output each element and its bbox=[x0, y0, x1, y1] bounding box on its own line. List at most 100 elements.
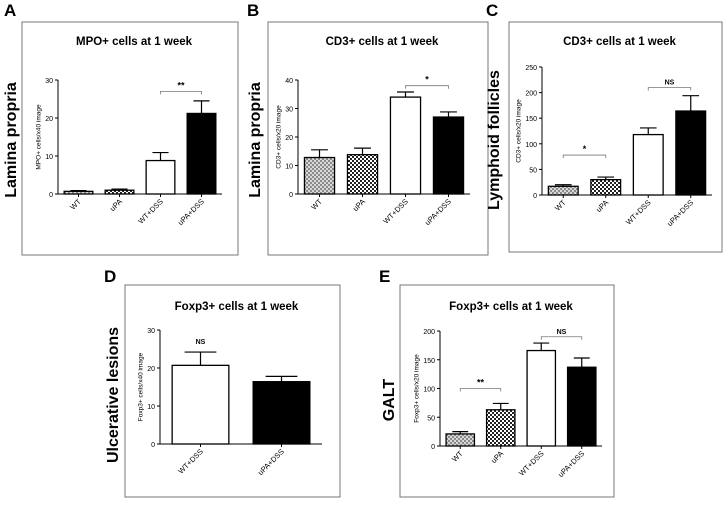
significance-bracket bbox=[160, 91, 202, 95]
significance-bracket bbox=[540, 336, 583, 340]
y-tick-label: 200 bbox=[525, 91, 537, 98]
significance-label: * bbox=[425, 75, 429, 85]
side-label: GALT bbox=[381, 379, 398, 422]
x-tick-label: WT+DSS bbox=[176, 447, 205, 476]
x-tick-label: uPA bbox=[489, 449, 505, 465]
y-tick-label: 10 bbox=[285, 164, 293, 171]
x-tick-label: WT+DSS bbox=[517, 449, 546, 478]
panel-c: C Lymphoid follicles CD3+ cells at 1 week C… bbox=[486, 1, 723, 253]
y-tick-label: 150 bbox=[423, 358, 435, 365]
bar-wt-dss bbox=[526, 349, 557, 447]
bar-wt-dss bbox=[171, 364, 230, 445]
y-tick-label: 20 bbox=[285, 135, 293, 142]
y-tick-label: 40 bbox=[285, 78, 293, 85]
y-tick-label: 50 bbox=[529, 167, 537, 174]
significance-label: NS bbox=[665, 79, 675, 86]
y-axis-label: Foxp3+ cells/x40 image bbox=[138, 352, 145, 421]
x-tick-label: uPA bbox=[351, 197, 367, 213]
y-tick-label: 200 bbox=[423, 329, 435, 336]
y-tick-label: 30 bbox=[147, 328, 155, 335]
bar-wt bbox=[63, 190, 94, 195]
y-tick-label: 0 bbox=[289, 192, 293, 199]
y-tick-label: 250 bbox=[525, 65, 537, 72]
x-tick-label: uPA+DSS bbox=[556, 449, 586, 479]
y-axis-label: CD3+ cells/x20 image bbox=[276, 105, 283, 169]
x-tick-label: WT bbox=[553, 198, 568, 213]
panel-label: D bbox=[104, 267, 116, 286]
panel-frame bbox=[508, 21, 723, 253]
panel-e: E GALT Foxp3+ cells at 1 week Foxp3+ cells/… bbox=[379, 267, 615, 498]
y-axis-label: Foxp3+ cells/x20 image bbox=[413, 354, 420, 423]
bar-upa-dss bbox=[566, 366, 597, 447]
bar-wt-dss bbox=[632, 133, 664, 196]
chart-title: MPO+ cells at 1 week bbox=[76, 36, 193, 48]
x-tick-label: uPA+DSS bbox=[256, 447, 286, 477]
y-tick-label: 10 bbox=[45, 154, 53, 161]
x-tick-label: WT bbox=[68, 197, 83, 212]
x-tick-label: uPA+DSS bbox=[665, 198, 695, 228]
bar-upa bbox=[346, 154, 379, 195]
chart-title: Foxp3+ cells at 1 week bbox=[175, 301, 299, 313]
significance-label: * bbox=[583, 144, 587, 154]
y-tick-label: 0 bbox=[49, 192, 53, 199]
panel-a: A Lamina propria MPO+ cells at 1 week MPO+ … bbox=[3, 1, 239, 256]
bar-wt bbox=[547, 185, 579, 196]
bar-upa-dss bbox=[252, 381, 311, 445]
bar-wt-dss bbox=[145, 159, 176, 195]
bar-upa-dss bbox=[675, 110, 707, 196]
y-tick-label: 0 bbox=[151, 442, 155, 449]
y-tick-label: 10 bbox=[147, 404, 155, 411]
chart-title: CD3+ cells at 1 week bbox=[563, 36, 676, 48]
y-axis-label: MPO+ cells/x40 image bbox=[36, 104, 43, 170]
significance-bracket bbox=[562, 154, 607, 159]
bar-upa bbox=[485, 409, 516, 447]
y-tick-label: 0 bbox=[533, 193, 537, 200]
significance-bracket bbox=[459, 388, 502, 392]
x-tick-label: uPA bbox=[108, 197, 124, 213]
panel-d: D Ulcerative lesions Foxp3+ cells at 1 wee… bbox=[104, 267, 341, 498]
panel-label: E bbox=[379, 267, 390, 286]
significance-label: ** bbox=[177, 80, 185, 90]
significance-label: NS bbox=[196, 339, 206, 346]
side-label: Lamina propria bbox=[247, 82, 264, 198]
x-tick-label: uPA+DSS bbox=[423, 197, 453, 227]
x-tick-label: WT+DSS bbox=[136, 197, 165, 226]
side-label: Ulcerative lesions bbox=[105, 327, 122, 463]
chart-title: CD3+ cells at 1 week bbox=[326, 36, 439, 48]
y-tick-label: 50 bbox=[427, 415, 435, 422]
panel-frame bbox=[267, 21, 489, 256]
bar-upa bbox=[590, 178, 622, 196]
y-tick-label: 0 bbox=[431, 444, 435, 451]
bar-wt bbox=[445, 433, 476, 447]
y-tick-label: 30 bbox=[45, 78, 53, 85]
panel-label: A bbox=[4, 1, 16, 20]
panel-frame bbox=[21, 21, 239, 256]
y-tick-label: 20 bbox=[147, 366, 155, 373]
x-tick-label: uPA+DSS bbox=[176, 197, 206, 227]
x-tick-label: WT+DSS bbox=[381, 197, 410, 226]
significance-bracket bbox=[405, 85, 449, 89]
x-tick-label: WT bbox=[309, 197, 324, 212]
y-tick-label: 100 bbox=[423, 387, 435, 394]
y-tick-label: 100 bbox=[525, 142, 537, 149]
x-tick-label: WT+DSS bbox=[624, 198, 653, 227]
side-label: Lamina propria bbox=[3, 82, 20, 198]
y-axis-label: CD3+ cells/x20 image bbox=[515, 99, 522, 163]
chart-title: Foxp3+ cells at 1 week bbox=[449, 301, 573, 313]
y-tick-label: 30 bbox=[285, 107, 293, 114]
y-tick-label: 20 bbox=[45, 116, 53, 123]
bar-wt-dss bbox=[389, 96, 422, 195]
panel-frame bbox=[399, 284, 615, 498]
y-tick-label: 150 bbox=[525, 116, 537, 123]
x-tick-label: WT bbox=[450, 449, 465, 464]
significance-label: ** bbox=[477, 378, 485, 388]
bar-upa bbox=[104, 189, 135, 195]
bar-upa-dss bbox=[186, 112, 217, 195]
panel-label: C bbox=[486, 1, 498, 20]
panel-b: B Lamina propria CD3+ cells at 1 week CD3+ … bbox=[247, 1, 489, 256]
panel-frame bbox=[124, 284, 341, 498]
panel-label: B bbox=[247, 1, 259, 20]
significance-label: NS bbox=[557, 329, 567, 336]
